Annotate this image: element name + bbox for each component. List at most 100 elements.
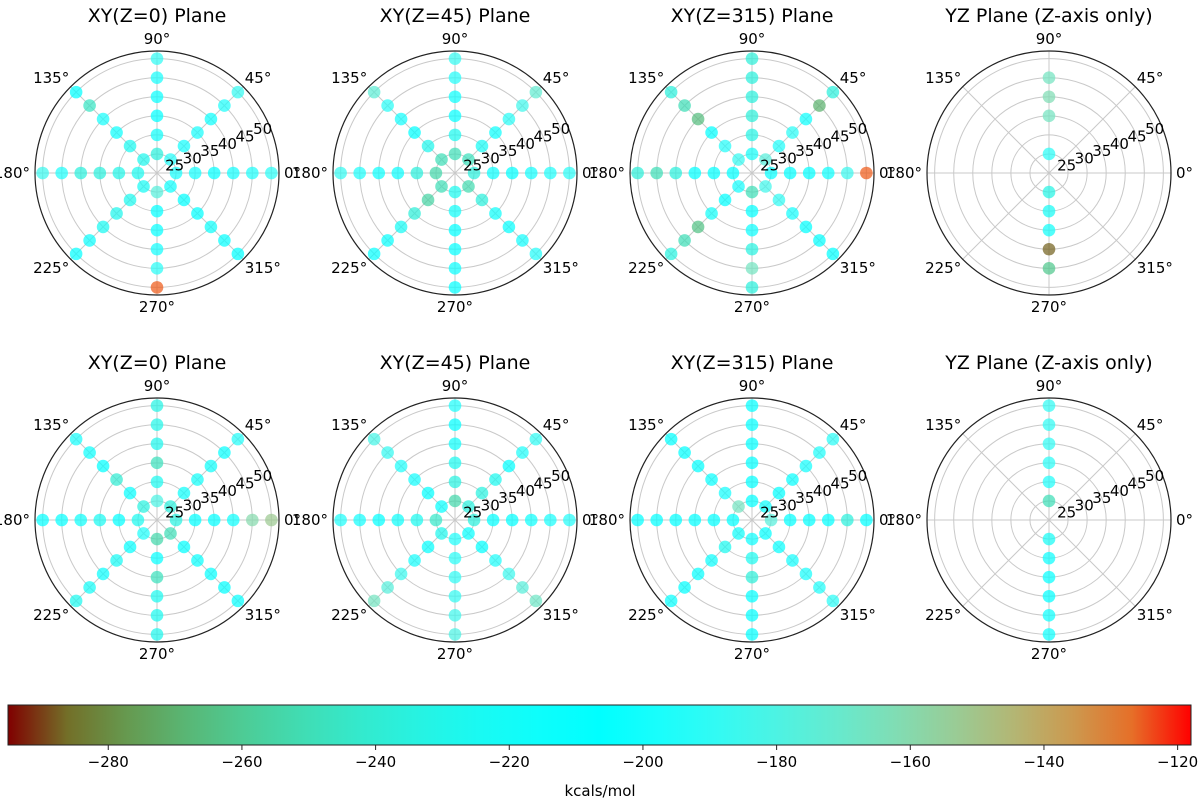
data-point	[705, 126, 718, 139]
radial-tick-label: 40	[516, 135, 535, 153]
angle-tick-label: 180°	[589, 511, 625, 529]
angle-tick-label: 90°	[442, 30, 469, 48]
angle-tick-label: 90°	[442, 377, 469, 395]
data-point	[688, 513, 702, 527]
data-point	[448, 109, 462, 123]
data-point	[745, 494, 759, 508]
data-point	[650, 166, 663, 180]
data-point	[218, 234, 231, 247]
data-point	[367, 432, 381, 446]
data-point	[813, 446, 826, 459]
data-point	[74, 166, 88, 180]
radial-tick-label: 25	[165, 504, 184, 522]
data-point	[421, 193, 435, 207]
data-point	[745, 589, 759, 603]
angle-tick-label: 225°	[628, 606, 664, 624]
angle-tick-label: 270°	[437, 645, 473, 663]
data-point	[841, 166, 854, 180]
data-point	[191, 126, 204, 139]
radial-tick-label: 50	[253, 467, 272, 485]
data-point	[372, 166, 386, 180]
data-point	[1042, 589, 1056, 603]
data-point	[745, 628, 759, 641]
data-point	[150, 223, 164, 237]
colorbar-label: kcals/mol	[564, 782, 635, 800]
angle-tick-label: 315°	[245, 259, 281, 277]
data-point	[448, 147, 462, 161]
data-point	[448, 437, 462, 451]
angle-tick-label: 0°	[284, 511, 301, 529]
data-point	[69, 247, 83, 261]
data-point	[150, 242, 164, 256]
data-point	[448, 262, 462, 275]
data-point	[516, 446, 529, 459]
data-point	[123, 193, 137, 207]
colorbar-tick-label: −260	[221, 753, 262, 771]
angle-tick-label: 270°	[734, 645, 770, 663]
data-point	[408, 207, 421, 220]
data-point	[764, 513, 778, 527]
data-point	[505, 166, 519, 180]
data-point	[745, 185, 759, 199]
radial-tick-label: 30	[481, 496, 500, 514]
data-point	[150, 532, 164, 546]
data-point	[772, 193, 786, 207]
data-point	[150, 52, 164, 65]
radial-tick-label: 50	[1145, 120, 1164, 138]
angular-gridline	[962, 86, 1050, 174]
angle-tick-label: 45°	[543, 69, 570, 87]
angle-tick-label: 180°	[292, 164, 328, 182]
data-point	[112, 166, 126, 180]
data-point	[204, 459, 218, 473]
data-point	[177, 486, 191, 500]
radial-tick-label: 30	[1075, 149, 1094, 167]
data-point	[563, 166, 576, 180]
data-point	[783, 166, 797, 180]
angle-tick-label: 315°	[543, 606, 579, 624]
data-point	[169, 513, 183, 527]
angle-tick-label: 90°	[144, 377, 171, 395]
data-point	[36, 166, 49, 180]
data-point	[745, 262, 759, 275]
data-point	[448, 456, 462, 470]
angle-tick-label: 135°	[331, 69, 367, 87]
data-point	[516, 99, 529, 112]
data-point	[150, 204, 164, 218]
data-point	[421, 139, 435, 153]
data-point	[36, 513, 49, 527]
data-point	[353, 166, 366, 180]
radial-tick-label: 40	[1110, 482, 1129, 500]
radial-tick-label: 45	[831, 475, 850, 493]
angle-tick-label: 315°	[840, 606, 876, 624]
data-point	[448, 71, 462, 84]
data-point	[381, 581, 394, 594]
data-point	[745, 418, 759, 431]
data-point	[1042, 71, 1056, 84]
subplot-title: XY(Z=0) Plane	[88, 5, 227, 27]
radial-tick-label: 30	[778, 149, 797, 167]
data-point	[448, 609, 462, 622]
angle-tick-label: 45°	[840, 69, 867, 87]
data-point	[231, 247, 245, 261]
data-point	[786, 554, 799, 567]
data-point	[448, 128, 462, 142]
data-point	[448, 532, 462, 546]
radial-tick-label: 45	[831, 128, 850, 146]
data-point	[745, 532, 759, 546]
radial-tick-label: 45	[236, 475, 255, 493]
data-point	[664, 594, 678, 608]
data-point	[204, 112, 218, 126]
angle-tick-label: 270°	[139, 298, 175, 316]
colorbar-tick-label: −200	[622, 753, 663, 771]
data-point	[475, 139, 489, 153]
radial-tick-label: 40	[813, 482, 832, 500]
data-point	[435, 527, 448, 540]
radial-tick-label: 25	[463, 157, 482, 175]
data-point	[93, 513, 107, 527]
angle-tick-label: 0°	[1176, 511, 1193, 529]
data-point	[691, 459, 705, 473]
radial-tick-label: 30	[778, 496, 797, 514]
angle-tick-label: 90°	[739, 377, 766, 395]
angle-tick-label: 45°	[840, 416, 867, 434]
polar-frame	[629, 50, 875, 296]
